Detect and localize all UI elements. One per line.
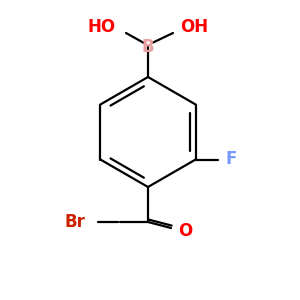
Text: B: B — [142, 38, 154, 56]
Text: Br: Br — [64, 213, 85, 231]
Text: F: F — [226, 151, 237, 169]
Text: HO: HO — [88, 18, 116, 36]
Text: O: O — [178, 222, 192, 240]
Text: OH: OH — [180, 18, 208, 36]
